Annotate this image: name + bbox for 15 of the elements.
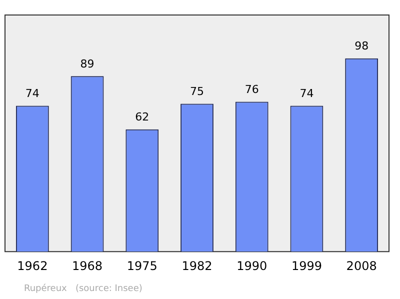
x-tick-label: 1968 — [72, 258, 103, 273]
x-tick-label: 1982 — [182, 258, 212, 273]
x-tick-label: 1962 — [17, 258, 48, 273]
x-tick-label: 1990 — [236, 258, 268, 273]
data-label: 74 — [25, 87, 40, 100]
text: Rupéreux (source: Insee) — [24, 284, 142, 294]
x-tick-label: 1999 — [291, 258, 322, 273]
x-tick-label: 1975 — [126, 258, 158, 273]
data-label: 74 — [300, 87, 314, 100]
data-label: 98 — [354, 40, 369, 53]
x-tick-label: 2008 — [346, 258, 377, 273]
data-label: 89 — [80, 57, 94, 70]
data-label: 76 — [244, 83, 259, 96]
data-label: 75 — [190, 85, 204, 98]
data-label: 62 — [135, 110, 150, 124]
